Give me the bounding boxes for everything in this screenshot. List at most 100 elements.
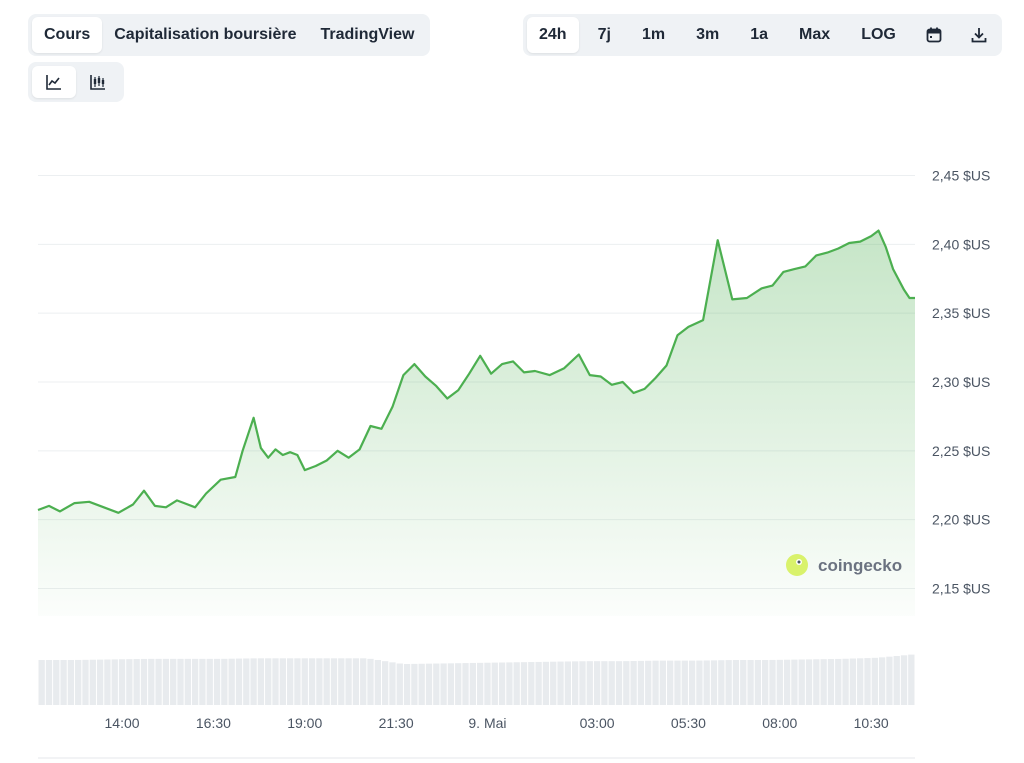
range-7d[interactable]: 7j bbox=[597, 26, 611, 43]
volume-bar bbox=[674, 660, 681, 705]
volume-bar bbox=[228, 658, 235, 705]
volume-bar bbox=[162, 658, 170, 705]
volume-bar bbox=[608, 661, 615, 705]
volume-bar bbox=[506, 662, 513, 705]
volume-bar bbox=[75, 659, 82, 705]
volume-bar bbox=[323, 658, 330, 705]
volume-bar bbox=[513, 662, 520, 705]
volume-bar bbox=[155, 658, 162, 705]
volume-bar bbox=[411, 663, 418, 705]
volume-bar bbox=[170, 658, 177, 705]
volume-bar bbox=[67, 660, 75, 705]
volume-bar bbox=[286, 658, 294, 705]
tab-tradingview[interactable]: TradingView bbox=[320, 26, 415, 43]
chart-type-tabs: Cours Capitalisation boursière TradingVi… bbox=[28, 14, 431, 56]
volume-bar bbox=[857, 658, 864, 705]
volume-bar bbox=[360, 658, 367, 705]
coingecko-wordmark: coingecko bbox=[818, 556, 902, 575]
volume-bar bbox=[776, 659, 783, 705]
x-tick-label: 08:00 bbox=[762, 715, 797, 731]
range-24h[interactable]: 24h bbox=[527, 17, 579, 53]
volume-bar bbox=[279, 658, 286, 705]
chart-view-tabs bbox=[28, 62, 124, 102]
volume-bar bbox=[352, 658, 360, 705]
volume-bar bbox=[206, 658, 213, 705]
volume-bar bbox=[564, 661, 572, 705]
volume-bar bbox=[740, 660, 747, 705]
volume-bar bbox=[469, 662, 476, 705]
volume-bar bbox=[528, 662, 535, 705]
calendar-icon bbox=[926, 27, 942, 43]
x-tick-label: 05:30 bbox=[671, 715, 706, 731]
volume-bar bbox=[111, 659, 118, 705]
volume-bar bbox=[126, 659, 133, 705]
volume-bar bbox=[593, 661, 601, 705]
volume-bar bbox=[440, 663, 447, 705]
volume-bar bbox=[447, 663, 455, 705]
range-max[interactable]: Max bbox=[799, 26, 831, 43]
volume-bar bbox=[535, 661, 542, 705]
coingecko-logo bbox=[786, 554, 808, 576]
volume-bar bbox=[696, 660, 703, 705]
volume-bar bbox=[330, 658, 338, 705]
range-1y[interactable]: 1a bbox=[750, 26, 769, 43]
line-chart-icon bbox=[46, 75, 61, 90]
volume-bar bbox=[148, 658, 155, 705]
volume-bar bbox=[374, 660, 381, 705]
tab-cours[interactable]: Cours bbox=[32, 17, 103, 53]
volume-bar bbox=[425, 663, 433, 705]
time-range-tabs: 24h 7j 1m 3m 1a Max LOG bbox=[523, 14, 1002, 56]
volume-bar bbox=[433, 663, 440, 705]
download-button[interactable] bbox=[960, 17, 998, 53]
volume-bar bbox=[747, 660, 754, 705]
tab-market-cap[interactable]: Capitalisation boursière bbox=[114, 26, 297, 43]
x-tick-label: 10:30 bbox=[854, 715, 889, 731]
volume-bar bbox=[118, 659, 126, 705]
volume-bar bbox=[338, 658, 345, 705]
volume-bar bbox=[389, 662, 396, 705]
volume-bar bbox=[615, 661, 623, 705]
volume-bar bbox=[878, 657, 886, 705]
volume-bar bbox=[38, 660, 45, 705]
volume-bar bbox=[381, 661, 389, 705]
y-tick-label: 2,15 $US bbox=[932, 580, 990, 596]
y-tick-label: 2,30 $US bbox=[932, 374, 990, 390]
volume-bar bbox=[82, 659, 89, 705]
volume-bar bbox=[893, 655, 900, 705]
line-view-button[interactable] bbox=[32, 66, 76, 98]
x-tick-label: 9. Mai bbox=[468, 715, 506, 731]
x-tick-label: 21:30 bbox=[379, 715, 414, 731]
volume-bar bbox=[579, 661, 586, 705]
volume-bar bbox=[849, 658, 857, 705]
volume-bar bbox=[718, 660, 725, 705]
volume-bar bbox=[732, 660, 740, 705]
volume-bar bbox=[871, 657, 878, 705]
volume-bar bbox=[762, 660, 769, 705]
volume-bar bbox=[864, 658, 871, 705]
volume-bar bbox=[754, 660, 762, 705]
x-tick-label: 16:30 bbox=[196, 715, 231, 731]
volume-bar bbox=[191, 658, 199, 705]
volume-bar bbox=[820, 659, 827, 705]
log-scale-toggle[interactable]: LOG bbox=[861, 26, 896, 43]
volume-bar bbox=[221, 658, 228, 705]
volume-bar bbox=[308, 658, 316, 705]
date-picker-button[interactable] bbox=[915, 17, 953, 53]
volume-bar bbox=[396, 663, 403, 705]
volume-bar bbox=[455, 663, 462, 705]
volume-bar bbox=[403, 664, 411, 705]
candlestick-view-button[interactable] bbox=[76, 66, 120, 98]
volume-bar bbox=[645, 660, 652, 705]
volume-bar bbox=[710, 660, 718, 705]
volume-bar bbox=[177, 658, 184, 705]
volume-bar bbox=[769, 659, 776, 705]
volume-bar bbox=[250, 658, 257, 705]
volume-bar bbox=[265, 658, 272, 705]
volume-bar bbox=[725, 660, 732, 705]
range-1m[interactable]: 1m bbox=[641, 26, 666, 43]
volume-bar bbox=[813, 659, 820, 705]
range-3m[interactable]: 3m bbox=[696, 26, 720, 43]
volume-bar bbox=[703, 660, 710, 705]
volume-bars bbox=[38, 654, 915, 705]
